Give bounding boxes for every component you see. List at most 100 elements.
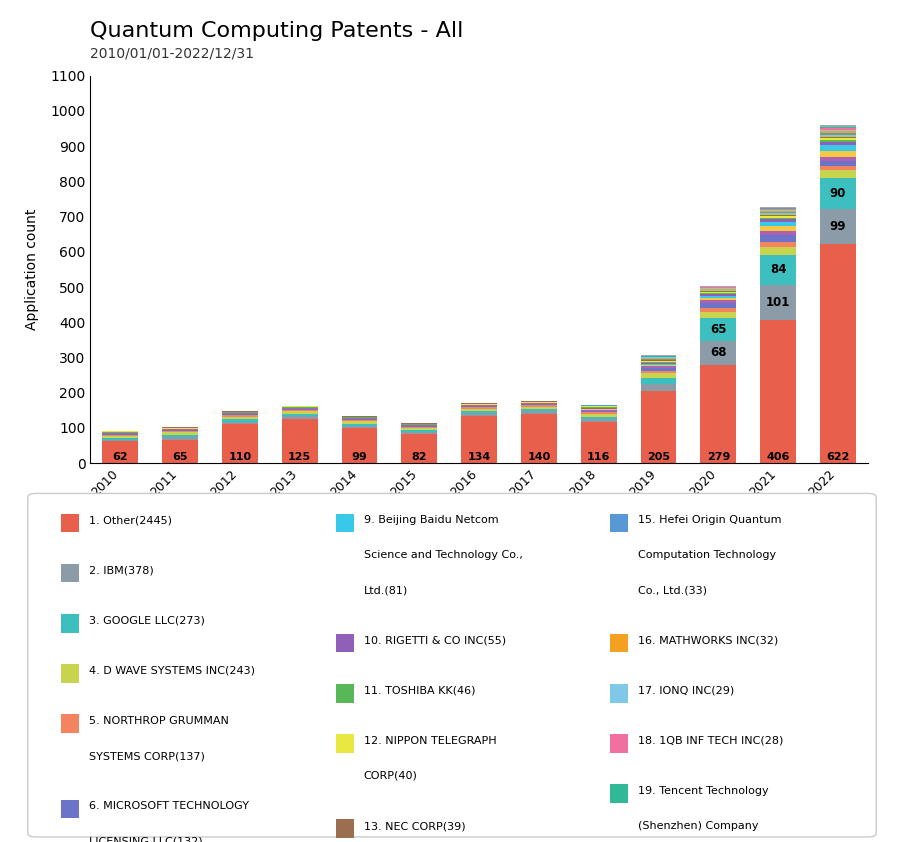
FancyBboxPatch shape bbox=[61, 714, 79, 733]
Bar bbox=[700, 294, 735, 296]
Bar bbox=[759, 242, 796, 247]
Bar bbox=[759, 226, 796, 231]
Bar bbox=[819, 127, 855, 128]
Bar bbox=[102, 434, 138, 436]
Bar bbox=[819, 130, 855, 131]
Bar bbox=[759, 222, 796, 226]
Bar bbox=[819, 128, 855, 130]
Text: 2. IBM(378): 2. IBM(378) bbox=[89, 566, 154, 575]
Bar bbox=[282, 408, 317, 410]
Bar bbox=[759, 212, 796, 214]
Text: LICENSING LLC(132): LICENSING LLC(132) bbox=[89, 836, 203, 842]
Bar bbox=[640, 378, 675, 384]
FancyBboxPatch shape bbox=[610, 634, 628, 653]
Bar bbox=[759, 216, 796, 218]
Bar bbox=[222, 424, 257, 463]
FancyBboxPatch shape bbox=[61, 664, 79, 683]
Bar bbox=[282, 419, 317, 463]
Bar bbox=[461, 411, 497, 413]
Bar bbox=[759, 208, 796, 209]
Bar bbox=[222, 422, 257, 424]
Bar bbox=[461, 409, 497, 411]
Text: 68: 68 bbox=[709, 346, 726, 360]
Bar bbox=[282, 410, 317, 412]
FancyBboxPatch shape bbox=[335, 634, 353, 653]
Bar bbox=[819, 178, 855, 209]
Text: 99: 99 bbox=[829, 220, 845, 233]
Text: 622: 622 bbox=[825, 451, 849, 461]
FancyBboxPatch shape bbox=[28, 493, 875, 837]
Bar bbox=[401, 429, 437, 430]
FancyBboxPatch shape bbox=[335, 734, 353, 753]
Bar bbox=[222, 419, 257, 422]
Bar bbox=[401, 430, 437, 433]
Bar bbox=[640, 368, 675, 371]
Text: 1. Other(2445): 1. Other(2445) bbox=[89, 515, 172, 525]
FancyBboxPatch shape bbox=[335, 819, 353, 838]
Bar bbox=[819, 136, 855, 138]
Bar bbox=[520, 411, 556, 413]
FancyBboxPatch shape bbox=[610, 734, 628, 753]
Bar bbox=[759, 218, 796, 220]
Bar bbox=[401, 426, 437, 427]
Text: (Shenzhen) Company: (Shenzhen) Company bbox=[638, 821, 758, 831]
Bar bbox=[341, 426, 377, 429]
Text: 140: 140 bbox=[526, 451, 550, 461]
Bar bbox=[700, 292, 735, 293]
Bar bbox=[819, 131, 855, 133]
Bar bbox=[759, 231, 796, 235]
Bar bbox=[819, 166, 855, 170]
Text: 82: 82 bbox=[411, 451, 426, 461]
Bar bbox=[700, 297, 735, 300]
Text: Co., Ltd.(33): Co., Ltd.(33) bbox=[638, 585, 706, 595]
Bar bbox=[819, 170, 855, 178]
Bar bbox=[700, 341, 735, 365]
Text: 90: 90 bbox=[829, 187, 845, 200]
Bar bbox=[759, 255, 796, 285]
Bar bbox=[640, 373, 675, 378]
Bar bbox=[759, 210, 796, 211]
Bar bbox=[580, 411, 616, 413]
Bar bbox=[162, 435, 198, 437]
Bar bbox=[222, 415, 257, 417]
Text: 5. NORTHROP GRUMMAN: 5. NORTHROP GRUMMAN bbox=[89, 716, 229, 726]
Bar bbox=[580, 410, 616, 411]
Bar bbox=[819, 209, 855, 244]
Text: 205: 205 bbox=[647, 451, 669, 461]
Bar bbox=[640, 364, 675, 365]
Bar bbox=[461, 406, 497, 408]
Bar bbox=[461, 413, 497, 416]
Bar bbox=[222, 417, 257, 419]
Text: 16. MATHWORKS INC(32): 16. MATHWORKS INC(32) bbox=[638, 636, 777, 646]
Bar bbox=[759, 214, 796, 215]
FancyBboxPatch shape bbox=[610, 684, 628, 702]
Bar bbox=[520, 405, 556, 407]
Text: 99: 99 bbox=[351, 451, 367, 461]
Bar bbox=[341, 418, 377, 420]
Text: Quantum Computing Patents - All: Quantum Computing Patents - All bbox=[90, 21, 463, 41]
Bar bbox=[401, 433, 437, 434]
Text: 62: 62 bbox=[112, 451, 128, 461]
Bar bbox=[700, 308, 735, 312]
Bar bbox=[282, 414, 317, 416]
Bar bbox=[819, 151, 855, 157]
Bar bbox=[759, 220, 796, 222]
Bar bbox=[640, 366, 675, 368]
Bar bbox=[162, 431, 198, 433]
FancyBboxPatch shape bbox=[61, 800, 79, 818]
Bar bbox=[700, 318, 735, 341]
Bar bbox=[819, 157, 855, 161]
Text: 19. Tencent Technology: 19. Tencent Technology bbox=[638, 786, 768, 796]
Bar bbox=[819, 145, 855, 151]
Bar bbox=[520, 409, 556, 411]
Text: SYSTEMS CORP(137): SYSTEMS CORP(137) bbox=[89, 751, 205, 761]
Text: 13. NEC CORP(39): 13. NEC CORP(39) bbox=[363, 821, 465, 831]
Bar bbox=[102, 438, 138, 440]
Text: 116: 116 bbox=[586, 451, 610, 461]
Bar bbox=[282, 416, 317, 419]
Bar bbox=[700, 312, 735, 318]
Bar bbox=[580, 419, 616, 422]
Bar bbox=[700, 293, 735, 294]
Text: 3. GOOGLE LLC(273): 3. GOOGLE LLC(273) bbox=[89, 616, 205, 626]
FancyBboxPatch shape bbox=[335, 684, 353, 702]
